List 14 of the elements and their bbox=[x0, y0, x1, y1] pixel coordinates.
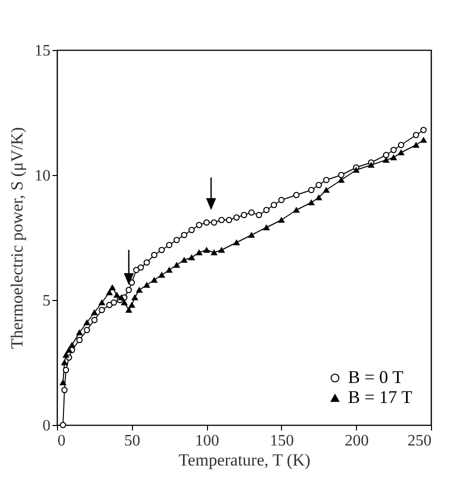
x-tick-label: 250 bbox=[408, 432, 432, 450]
y-tick-label: 15 bbox=[34, 42, 50, 60]
x-axis-title: Temperature, T (K) bbox=[178, 450, 310, 470]
y-tick-label: 5 bbox=[42, 292, 50, 310]
y-axis-title: Thermoelectric power, S (μV/K) bbox=[8, 127, 26, 349]
y-tick-label: 0 bbox=[42, 418, 50, 434]
x-tick-label: 50 bbox=[124, 432, 140, 450]
x-tick-label: 0 bbox=[58, 432, 66, 450]
y-tick-label: 10 bbox=[34, 168, 50, 184]
x-tick-label: 150 bbox=[270, 432, 294, 450]
x-tick-label: 200 bbox=[344, 432, 369, 450]
legend-label: B = 17 T bbox=[348, 387, 412, 407]
legend-label: B = 0 T bbox=[348, 367, 404, 387]
x-tick-label: 100 bbox=[195, 432, 220, 450]
